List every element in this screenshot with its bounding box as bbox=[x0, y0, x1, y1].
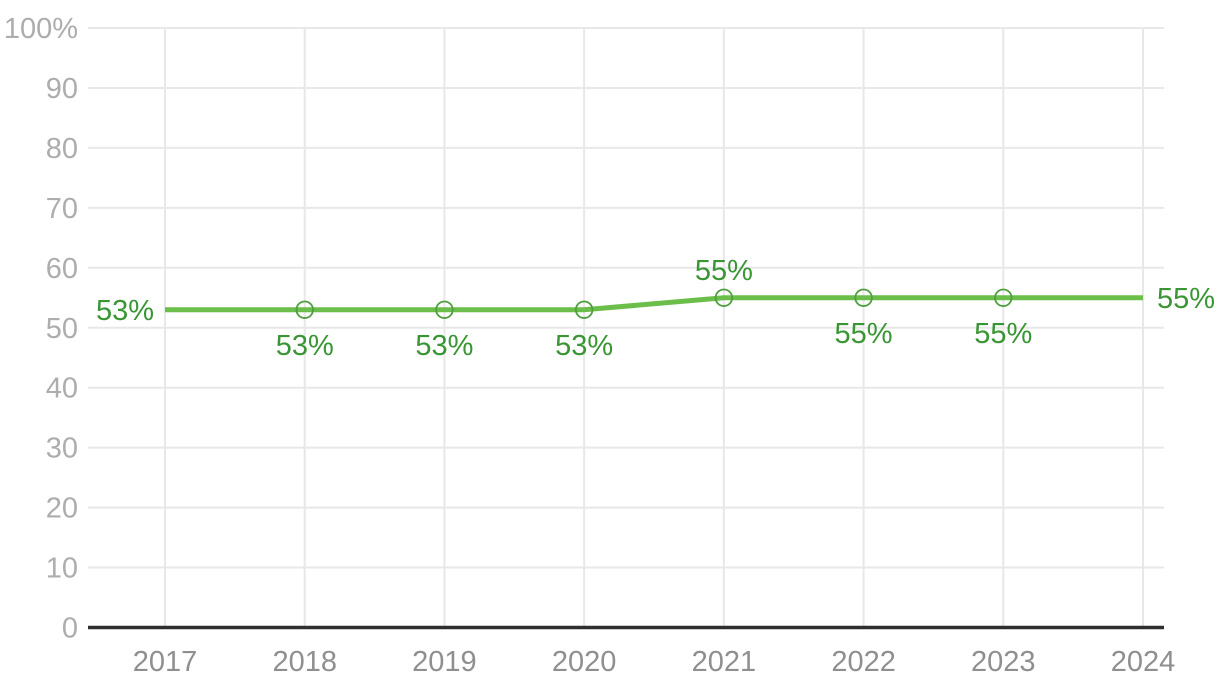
data-point-label: 55% bbox=[835, 318, 893, 350]
x-tick-label: 2018 bbox=[272, 646, 337, 678]
y-tick-label: 0 bbox=[62, 613, 78, 645]
y-tick-label: 30 bbox=[46, 433, 78, 465]
data-point-label: 55% bbox=[695, 255, 753, 287]
y-tick-label: 100% bbox=[4, 13, 78, 45]
data-point-label: 53% bbox=[415, 330, 473, 362]
data-point-marker bbox=[714, 288, 734, 307]
x-tick-label: 2021 bbox=[692, 646, 757, 678]
trend-line bbox=[165, 295, 1143, 313]
x-tick-label: 2024 bbox=[1111, 646, 1176, 678]
data-point-label: 53% bbox=[555, 330, 613, 362]
data-point-marker bbox=[854, 288, 873, 307]
y-tick-label: 10 bbox=[46, 553, 78, 585]
data-point-label: 53% bbox=[96, 295, 154, 327]
y-tick-label: 90 bbox=[46, 73, 78, 105]
y-tick-label: 80 bbox=[46, 133, 78, 165]
y-tick-label: 40 bbox=[46, 373, 78, 405]
data-point-marker bbox=[435, 300, 454, 319]
data-point-label: 55% bbox=[974, 318, 1032, 350]
data-point-marker bbox=[574, 300, 594, 319]
y-tick-label: 60 bbox=[46, 253, 78, 285]
data-point-label: 55% bbox=[1157, 283, 1215, 315]
y-tick-label: 50 bbox=[46, 313, 78, 345]
y-tick-label: 70 bbox=[46, 193, 78, 225]
x-tick-label: 2017 bbox=[133, 646, 198, 678]
x-tick-label: 2022 bbox=[831, 646, 896, 678]
data-point-label: 53% bbox=[276, 330, 334, 362]
data-point-marker bbox=[295, 300, 314, 319]
y-tick-label: 20 bbox=[46, 493, 78, 525]
x-tick-label: 2023 bbox=[971, 646, 1036, 678]
x-tick-label: 2020 bbox=[552, 646, 617, 678]
x-tick-label: 2019 bbox=[412, 646, 477, 678]
data-point-marker bbox=[994, 288, 1013, 307]
